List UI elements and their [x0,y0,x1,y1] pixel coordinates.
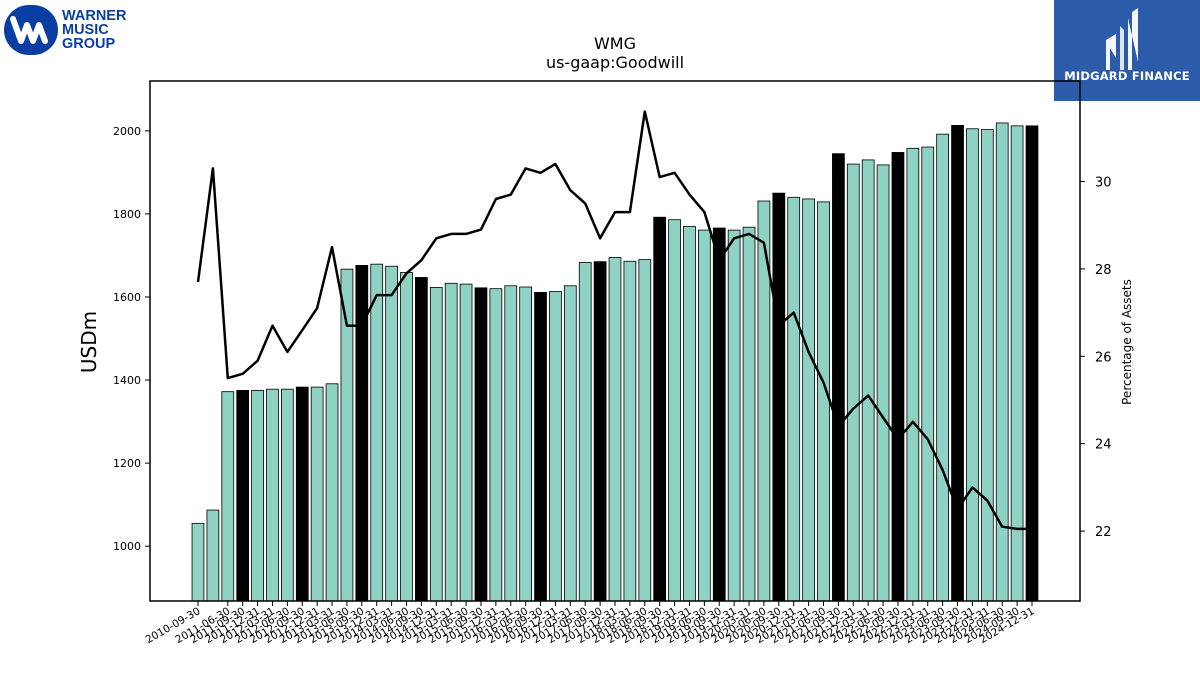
bar-2017-03-31 [563,285,577,602]
bar-2021-06-30 [817,201,830,602]
bar-2013-03-31 [325,383,339,602]
bar-2022-09-30 [891,152,905,602]
midgard-finance-name: MIDGARD FINANCE [1064,69,1190,83]
bar-2012-09-30 [295,386,309,602]
y-tick-label: 1400 [113,374,141,387]
right-y-axis: 22 24 26 28 30 [1080,176,1112,540]
y-tick-label: 1800 [113,208,141,221]
bar-2020-03-31 [742,226,756,602]
chart-title: WMG [594,34,636,53]
wmg-line-2: MUSIC [62,22,109,38]
bar-2016-09-30 [534,292,547,602]
y2-tick-label: 30 [1095,176,1112,191]
bar-2017-06-30 [578,262,592,602]
bar-2022-12-31 [906,147,920,602]
bar-2017-12-31 [608,257,622,602]
bar-2014-12-31 [429,287,443,602]
bar-2019-03-31 [683,225,696,602]
bar-2017-09-30 [593,261,607,602]
bar-2019-09-30 [712,227,726,602]
bar-2013-06-30 [340,268,354,602]
bar-2011-06-30 [221,391,235,602]
bar-2018-06-30 [638,259,652,602]
bar-2014-09-30 [415,277,428,602]
y-axis-label: USDm [77,311,101,373]
bar-2018-03-31 [623,260,637,602]
bar-2018-09-30 [653,216,667,602]
bar-2023-09-30 [951,125,964,602]
left-y-axis: 1000 1200 1400 1600 1800 2000 [113,125,150,553]
bar-2024-03-31 [980,129,994,602]
bar-2022-06-30 [876,164,890,602]
bar-2014-06-30 [400,272,413,602]
y2-axis-label: Percentage of Assets [1120,279,1134,405]
bar-2012-06-30 [280,388,294,602]
wmg-line-3: GROUP [62,36,116,52]
bar-2020-09-30 [772,192,786,602]
bar-2020-12-31 [787,196,801,602]
bar-2018-12-31 [668,219,681,602]
wmg-mark-icon [4,5,58,55]
bar-2022-03-31 [861,159,875,602]
bar-2019-12-31 [727,229,741,602]
bar-series [191,122,1039,602]
line-series-layer [196,110,1032,531]
bar-2015-06-30 [459,283,473,602]
bar-2021-12-31 [846,163,860,602]
bar-2023-06-30 [936,133,950,602]
warner-music-group-logo: WARNER MUSIC GROUP [4,4,144,56]
chart-subtitle: us-gaap:Goodwill [546,53,684,72]
y2-tick-label: 28 [1095,263,1112,278]
bar-2010-09-30 [191,522,205,602]
bar-2015-12-31 [489,288,503,602]
percentage-of-assets-line [196,110,1032,531]
bar-2023-12-31 [966,128,979,602]
wmg-wordmark: WARNER MUSIC GROUP [62,8,127,52]
bar-2010-12-31 [206,509,220,602]
bar-2021-09-30 [832,153,845,602]
bar-2013-12-31 [370,263,384,602]
x-axis: 2010-09-302011-06-302011-09-302011-12-31… [144,601,1037,646]
wmg-line-1: WARNER [62,8,127,24]
bar-2019-06-30 [698,229,711,602]
bar-2021-03-31 [802,198,815,602]
bar-2012-12-31 [310,386,324,602]
y-tick-label: 2000 [113,125,141,138]
bar-2011-09-30 [236,390,250,602]
y2-tick-label: 26 [1095,350,1112,365]
bar-2024-06-30 [995,122,1009,602]
bar-2016-06-30 [519,286,533,602]
midgard-finance-logo: MIDGARD FINANCE [1054,0,1200,101]
bar-2011-12-31 [251,390,264,602]
bar-2023-03-31 [921,146,935,602]
y2-tick-label: 22 [1095,525,1112,540]
y-tick-label: 1600 [113,291,141,304]
y-tick-label: 1000 [113,540,141,553]
bar-2014-03-31 [385,265,398,602]
bar-2016-03-31 [504,285,518,602]
bar-2012-03-31 [266,388,279,602]
y2-tick-label: 24 [1095,438,1112,453]
midgard-mark-icon [1106,8,1138,70]
bar-2015-03-31 [444,282,458,602]
bar-2015-09-30 [474,287,488,602]
y-tick-label: 1200 [113,457,141,470]
bar-2016-12-31 [549,291,562,602]
